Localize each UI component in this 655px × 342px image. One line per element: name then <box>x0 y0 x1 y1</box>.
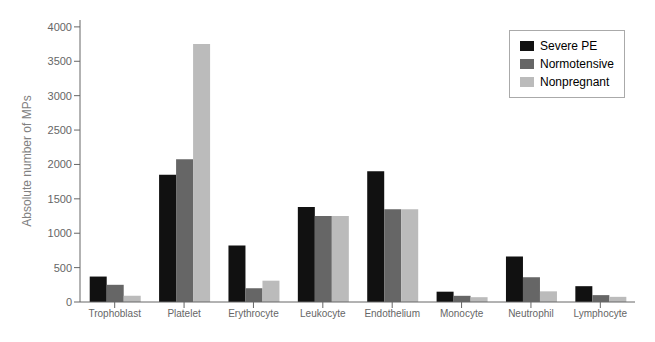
svg-text:2000: 2000 <box>48 158 72 170</box>
svg-text:Lymphocyte: Lymphocyte <box>574 308 628 319</box>
html-text:Normotensive: Normotensive <box>540 57 614 71</box>
svg-text:Absolute number of MPs: Absolute number of MPs <box>20 95 34 226</box>
svg-text:Leukocyte: Leukocyte <box>300 308 346 319</box>
svg-text:500: 500 <box>54 262 72 274</box>
svg-text:1000: 1000 <box>48 227 72 239</box>
svg-text:Erythrocyte: Erythrocyte <box>228 308 279 319</box>
svg-text:1500: 1500 <box>48 193 72 205</box>
html-text:Severe PE: Severe PE <box>540 39 598 53</box>
svg-text:3000: 3000 <box>48 90 72 102</box>
svg-text:2500: 2500 <box>48 124 72 136</box>
svg-text:Endothelium: Endothelium <box>364 308 420 319</box>
svg-text:Neutrophil: Neutrophil <box>508 308 554 319</box>
svg-text:Monocyte: Monocyte <box>440 308 484 319</box>
svg-text:0: 0 <box>66 296 72 308</box>
svg-text:3500: 3500 <box>48 55 72 67</box>
html-text:Nonpregnant: Nonpregnant <box>540 75 610 89</box>
svg-text:Trophoblast: Trophoblast <box>88 308 141 319</box>
svg-text:Platelet: Platelet <box>167 308 201 319</box>
svg-text:4000: 4000 <box>48 21 72 33</box>
